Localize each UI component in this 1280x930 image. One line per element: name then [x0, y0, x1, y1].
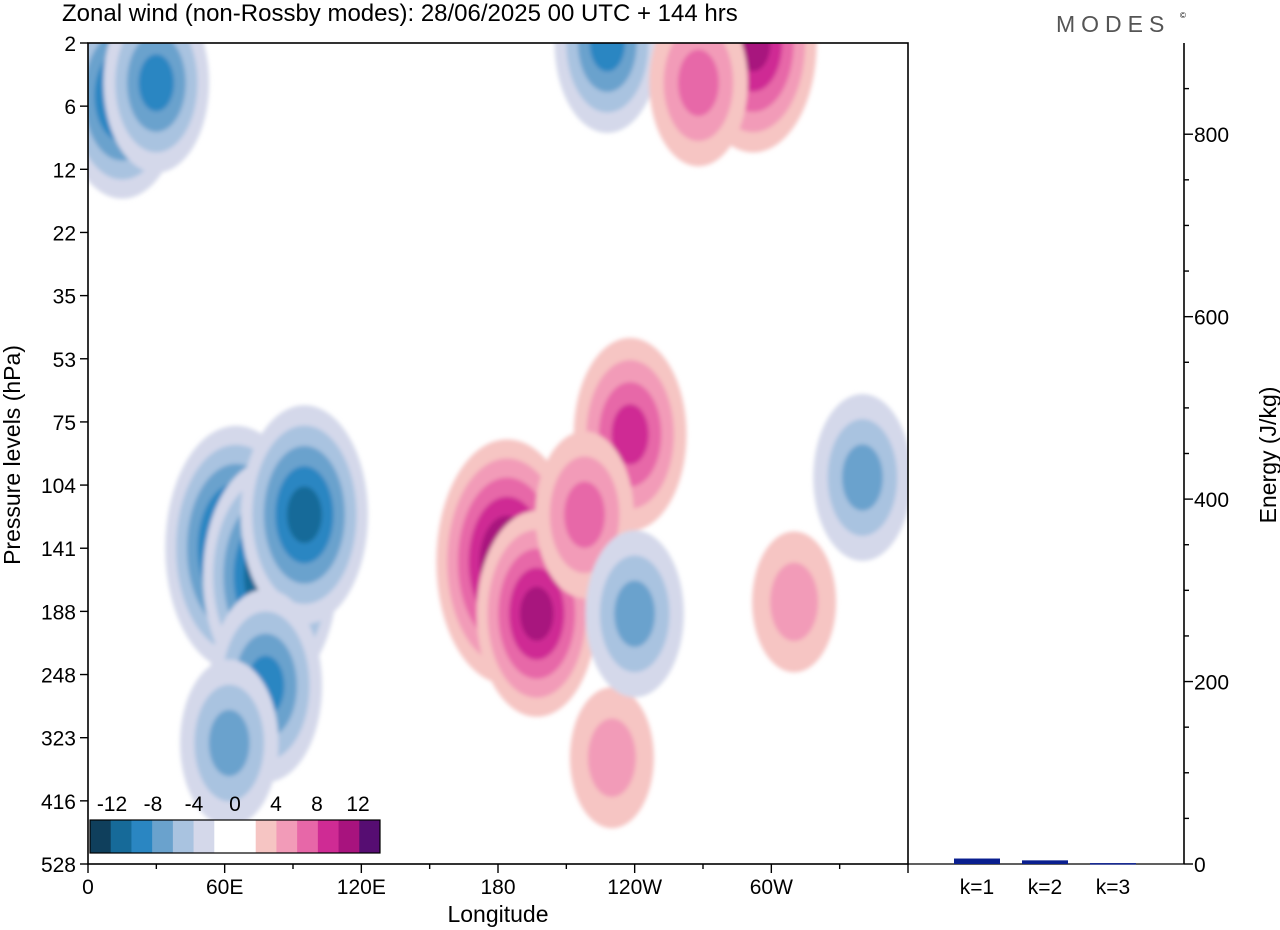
energy-tick-label: 0 — [1194, 854, 1206, 877]
x-tick-label: 120E — [337, 876, 386, 899]
brand-logo: MODES — [1056, 11, 1170, 37]
easterly-anomaly-cell — [240, 405, 368, 625]
colorbar-swatch — [214, 820, 236, 853]
colorbar-swatches — [89, 819, 381, 854]
contour-band — [678, 49, 719, 117]
x-axis-label: Longitude — [447, 901, 548, 927]
energy-bar — [1022, 860, 1068, 864]
colorbar-swatch — [317, 820, 340, 853]
x-tick-label: 60W — [750, 876, 793, 899]
colorbar-label: 0 — [229, 793, 241, 816]
energy-axis-label: Energy (J/kg) — [1255, 387, 1280, 524]
westerly-anomaly-cell — [569, 687, 654, 829]
colorbar-swatch — [297, 820, 319, 853]
contour-band — [519, 586, 554, 641]
contour-band — [286, 486, 322, 544]
energy-category-label: k=2 — [1028, 876, 1062, 899]
longitude-axis-ticks: 0 60E 120E 180 120W 60W — [82, 864, 909, 899]
y-tick-label: 22 — [53, 222, 76, 245]
contour-band — [770, 562, 819, 642]
colorbar: -12 -8 -4 0 4 8 12 — [89, 793, 381, 854]
x-tick-label: 120W — [607, 876, 662, 899]
y-tick-label: 141 — [41, 538, 76, 561]
contour-band — [589, 43, 626, 72]
y-tick-label: 416 — [41, 791, 76, 814]
colorbar-swatch — [276, 820, 298, 853]
contour-band — [138, 54, 175, 112]
y-tick-label: 6 — [64, 96, 76, 119]
y-tick-label: 528 — [41, 854, 76, 877]
energy-tick-label: 400 — [1194, 489, 1229, 512]
energy-bar — [1090, 863, 1136, 865]
easterly-anomaly-cell — [585, 530, 684, 698]
colorbar-label: -8 — [144, 793, 163, 816]
easterly-anomaly-cell — [813, 394, 908, 561]
x-tick-label: 180 — [480, 876, 515, 899]
contour-band — [208, 709, 250, 777]
energy-panel: k=1 k=2 k=3 0 200 400 600 800 Energy (J/kg) — [908, 43, 1280, 899]
energy-category-label: k=3 — [1096, 876, 1130, 899]
energy-tick-label: 200 — [1194, 672, 1229, 695]
colorbar-labels: -12 -8 -4 0 4 8 12 — [97, 793, 370, 816]
energy-bar — [954, 858, 1000, 864]
energy-tick-label: 600 — [1194, 307, 1229, 330]
energy-category-label: k=1 — [960, 876, 994, 899]
y-tick-label: 104 — [41, 475, 76, 498]
colorbar-swatch — [338, 820, 360, 853]
colorbar-swatch — [235, 820, 257, 853]
x-tick-label: 0 — [82, 876, 94, 899]
westerly-anomaly-cell — [649, 43, 748, 167]
x-tick-label: 60E — [206, 876, 243, 899]
wind-field — [88, 43, 908, 829]
colorbar-swatch — [152, 820, 174, 853]
colorbar-label: 8 — [311, 793, 323, 816]
y-tick-label: 323 — [41, 728, 76, 751]
colorbar-label: -12 — [97, 793, 127, 816]
colorbar-label: -4 — [185, 793, 204, 816]
westerly-anomaly-cell — [752, 531, 837, 673]
y-tick-label: 188 — [41, 601, 76, 624]
colorbar-swatch — [90, 820, 112, 853]
colorbar-swatch — [255, 820, 277, 853]
y-tick-label: 248 — [41, 665, 76, 688]
contour-band — [614, 580, 656, 647]
colorbar-label: 4 — [270, 793, 282, 816]
pressure-axis-ticks: 2 6 12 22 35 53 75 104 141 188 248 323 416 528 — [41, 33, 88, 877]
easterly-anomaly-cell — [180, 659, 279, 827]
y-tick-label: 2 — [64, 33, 76, 56]
y-tick-label: 53 — [53, 349, 76, 372]
energy-tick-label: 800 — [1194, 124, 1229, 147]
colorbar-swatch — [172, 820, 195, 853]
y-axis-label: Pressure levels (hPa) — [0, 345, 25, 565]
energy-ticks: 0 200 400 600 800 — [1184, 87, 1229, 877]
contour-band — [564, 481, 605, 548]
colorbar-frame — [89, 819, 381, 854]
energy-bars: k=1 k=2 k=3 — [954, 858, 1136, 899]
brand-mark: © — [1180, 11, 1186, 20]
easterly-anomaly-cell — [103, 43, 210, 173]
contour-band — [842, 444, 883, 511]
y-tick-label: 35 — [53, 286, 76, 309]
easterly-anomaly-cell — [554, 43, 661, 133]
y-tick-label: 75 — [53, 412, 76, 435]
y-tick-label: 12 — [53, 159, 76, 182]
colorbar-swatch — [110, 820, 132, 853]
colorbar-swatch — [131, 820, 153, 853]
colorbar-label: 12 — [346, 793, 369, 816]
chart-title: Zonal wind (non-Rossby modes): 28/06/202… — [62, 0, 738, 27]
colorbar-swatch — [193, 820, 215, 853]
contour-band — [587, 718, 636, 797]
contour-band — [611, 404, 649, 465]
wind-field-panel — [87, 42, 909, 865]
colorbar-swatch — [359, 820, 381, 853]
